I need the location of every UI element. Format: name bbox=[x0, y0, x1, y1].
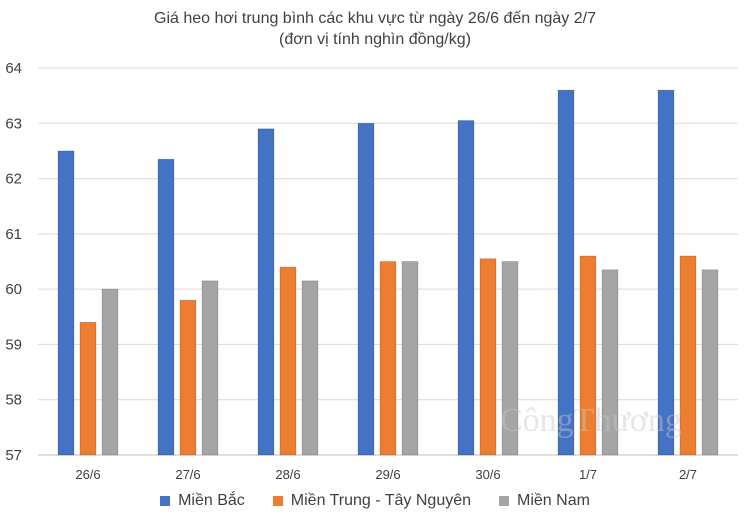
bar bbox=[557, 89, 575, 456]
x-axis-labels: 26/6 27/6 28/6 29/6 30/6 1/7 2/7 bbox=[75, 467, 697, 482]
bar bbox=[579, 255, 597, 456]
chart-subtitle-text: (đơn vị tính nghìn đồng/kg) bbox=[279, 31, 471, 48]
legend-item-mien-nam: Miền Nam bbox=[499, 492, 590, 510]
watermark: CôngThương bbox=[500, 402, 682, 439]
bar bbox=[601, 269, 619, 456]
y-tick-label: 59 bbox=[5, 336, 22, 353]
bar bbox=[457, 120, 475, 456]
bar bbox=[101, 288, 119, 456]
y-tick-label: 64 bbox=[5, 60, 22, 77]
x-tick-label: 2/7 bbox=[679, 467, 697, 482]
y-tick-label: 57 bbox=[5, 447, 22, 464]
legend: Miền Bắc Miền Trung - Tây Nguyên Miền Na… bbox=[0, 492, 750, 510]
x-tick-label: 27/6 bbox=[175, 467, 200, 482]
legend-swatch-mien-nam bbox=[499, 496, 510, 506]
legend-item-mien-trung: Miền Trung - Tây Nguyên bbox=[272, 492, 472, 510]
x-tick-label: 29/6 bbox=[375, 467, 400, 482]
y-axis-ticks: 57 58 59 60 61 62 63 64 bbox=[5, 60, 22, 464]
x-tick-label: 1/7 bbox=[579, 467, 597, 482]
bar bbox=[257, 128, 275, 456]
x-tick-label: 28/6 bbox=[275, 467, 300, 482]
y-tick-label: 62 bbox=[5, 171, 22, 188]
chart-title-text: Giá heo hơi trung bình các khu vực từ ng… bbox=[154, 10, 596, 27]
y-tick-label: 58 bbox=[5, 392, 22, 409]
bar bbox=[401, 261, 419, 456]
bar bbox=[279, 266, 297, 456]
bar bbox=[57, 150, 75, 456]
bar bbox=[501, 261, 519, 456]
legend-label-mien-nam: Miền Nam bbox=[517, 492, 590, 509]
legend-label-mien-trung: Miền Trung - Tây Nguyên bbox=[290, 492, 472, 509]
legend-swatch-mien-trung bbox=[272, 496, 283, 506]
bar bbox=[657, 89, 675, 456]
bar bbox=[79, 322, 97, 456]
bar bbox=[701, 269, 719, 456]
y-tick-label: 60 bbox=[5, 281, 22, 298]
bar bbox=[679, 255, 697, 456]
bar bbox=[179, 299, 197, 456]
y-tick-label: 61 bbox=[5, 226, 22, 243]
bar bbox=[379, 261, 397, 456]
bar bbox=[479, 258, 497, 456]
legend-item-mien-bac: Miền Bắc bbox=[160, 492, 245, 510]
x-tick-label: 26/6 bbox=[75, 467, 100, 482]
legend-swatch-mien-bac bbox=[160, 496, 171, 506]
bar bbox=[357, 122, 375, 456]
legend-label-mien-bac: Miền Bắc bbox=[178, 492, 245, 509]
chart-title: Giá heo hơi trung bình các khu vực từ ng… bbox=[0, 8, 750, 50]
bar bbox=[157, 158, 175, 456]
bars bbox=[57, 89, 719, 456]
bar bbox=[201, 280, 219, 456]
bar bbox=[301, 280, 319, 456]
x-tick-label: 30/6 bbox=[475, 467, 500, 482]
gridlines bbox=[38, 67, 738, 456]
y-tick-label: 63 bbox=[5, 115, 22, 132]
